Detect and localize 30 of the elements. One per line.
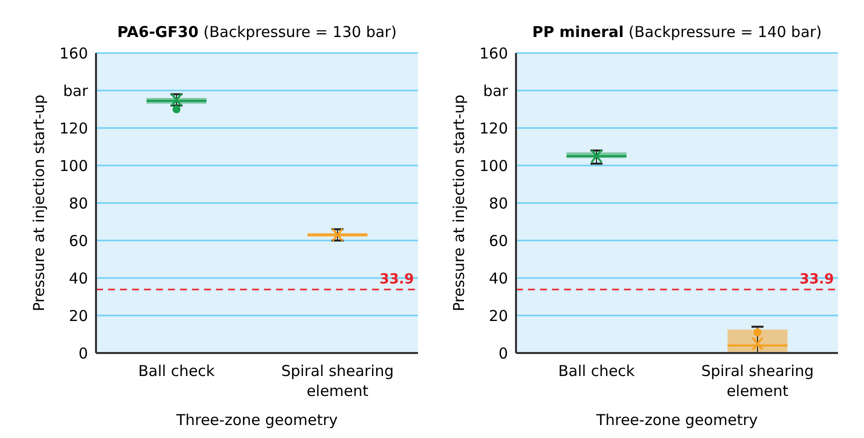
ref-line-label: 33.9 — [379, 271, 414, 288]
y-tick-label: 80 — [68, 194, 88, 212]
y-axis-title: Pressure at injection start-up — [450, 94, 468, 312]
x-axis-title: Three-zone geometry — [595, 411, 758, 429]
y-tick-label: 80 — [488, 194, 508, 212]
x-axis-title: Three-zone geometry — [175, 411, 338, 429]
x-tick-label: Ball check — [558, 362, 636, 380]
chart-title: PA6-GF30 (Backpressure = 130 bar) — [117, 23, 397, 41]
y-tick-label: 40 — [488, 269, 508, 288]
chart-title: PP mineral (Backpressure = 140 bar) — [532, 23, 822, 41]
y-tick-label: bar — [483, 82, 509, 100]
y-tick-label: 20 — [488, 306, 508, 325]
y-tick-label: 120 — [59, 119, 88, 138]
y-tick-label: 0 — [498, 344, 508, 362]
y-tick-label: 20 — [68, 306, 88, 325]
y-tick-label: 40 — [68, 269, 88, 288]
y-tick-label: 100 — [59, 156, 88, 175]
y-tick-label: 160 — [479, 44, 508, 62]
y-tick-label: 100 — [479, 156, 508, 175]
y-tick-label: 0 — [78, 344, 88, 362]
y-tick-label: bar — [63, 82, 89, 100]
y-tick-label: 60 — [68, 232, 88, 250]
ref-line-label: 33.9 — [799, 271, 834, 288]
x-tick-label: Spiral shearing element — [281, 362, 394, 400]
x-tick-label: Spiral shearing element — [701, 362, 814, 400]
y-tick-label: 120 — [479, 119, 508, 138]
y-tick-label: 60 — [488, 232, 508, 250]
y-tick-label: 160 — [59, 44, 88, 62]
y-axis-title: Pressure at injection start-up — [30, 94, 48, 312]
x-tick-label: Ball check — [138, 362, 216, 380]
